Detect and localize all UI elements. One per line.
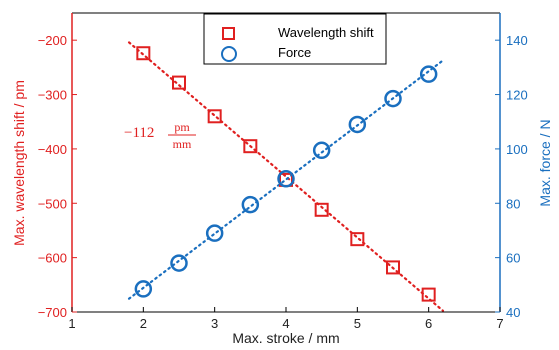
data-markers [134, 46, 438, 302]
wavelength-point [136, 46, 151, 61]
y-right-tick-label: 40 [506, 305, 520, 320]
wavelength-point [314, 202, 329, 217]
force-point [277, 170, 295, 188]
slope-annotation: −112 pm mm [124, 120, 196, 151]
wavelength-point [386, 260, 400, 275]
wavelength-point [243, 139, 258, 154]
force-point [312, 141, 331, 160]
y-right-tick-label: 120 [506, 88, 528, 103]
legend-label-wavelength: Wavelength shift [278, 25, 374, 40]
x-tick-label: 7 [496, 316, 503, 331]
x-tick-label: 5 [354, 316, 361, 331]
y-left-tick-label: −300 [38, 88, 67, 103]
y-left-tick-label: −500 [38, 196, 67, 211]
y-left-tick-label: −600 [38, 251, 67, 266]
y-right-axis-label: Max. force / N [537, 119, 553, 206]
force-point [134, 280, 153, 298]
legend-box [203, 13, 387, 65]
slope-unit-numerator: pm [174, 120, 190, 134]
y-right-tick-label: 140 [506, 33, 528, 48]
force-point [170, 254, 188, 272]
wavelength-point [421, 287, 436, 302]
wavelength-point [207, 109, 222, 124]
slope-unit-denominator: mm [173, 137, 192, 151]
legend-label-force: Force [278, 45, 311, 60]
y-right-tick-label: 80 [506, 196, 520, 211]
trendline-force [127, 59, 445, 300]
legend: Wavelength shift Force [203, 13, 387, 65]
y-left-tick-label: −200 [38, 33, 67, 48]
y-left-tick-label: −700 [38, 305, 67, 320]
x-tick-label: 1 [68, 316, 75, 331]
y-left-tick-label: −400 [38, 142, 67, 157]
x-tick-label: 4 [282, 316, 289, 331]
force-point [384, 89, 402, 108]
y-right-tick-label: 60 [506, 251, 520, 266]
x-tick-label: 6 [425, 316, 432, 331]
x-tick-label: 3 [211, 316, 218, 331]
force-point [205, 224, 224, 242]
slope-coefficient: −112 [124, 125, 154, 141]
force-point [348, 115, 367, 134]
legend-square-icon [222, 27, 235, 40]
axis-ticks: 1 2 3 4 5 6 7 −200 −300 −400 −500 −600 −700 40 60 80 100… [38, 33, 528, 331]
force-point [419, 65, 438, 83]
x-tick-label: 2 [140, 316, 147, 331]
legend-circle-icon [221, 46, 237, 62]
y-right-tick-label: 100 [506, 142, 528, 157]
trendlines [127, 41, 445, 312]
force-point [241, 195, 260, 214]
wavelength-point [172, 75, 186, 90]
y-left-axis-label: Max. wavelength shift / pm [11, 80, 27, 246]
wavelength-point [350, 232, 365, 247]
x-axis-label: Max. stroke / mm [232, 330, 339, 346]
